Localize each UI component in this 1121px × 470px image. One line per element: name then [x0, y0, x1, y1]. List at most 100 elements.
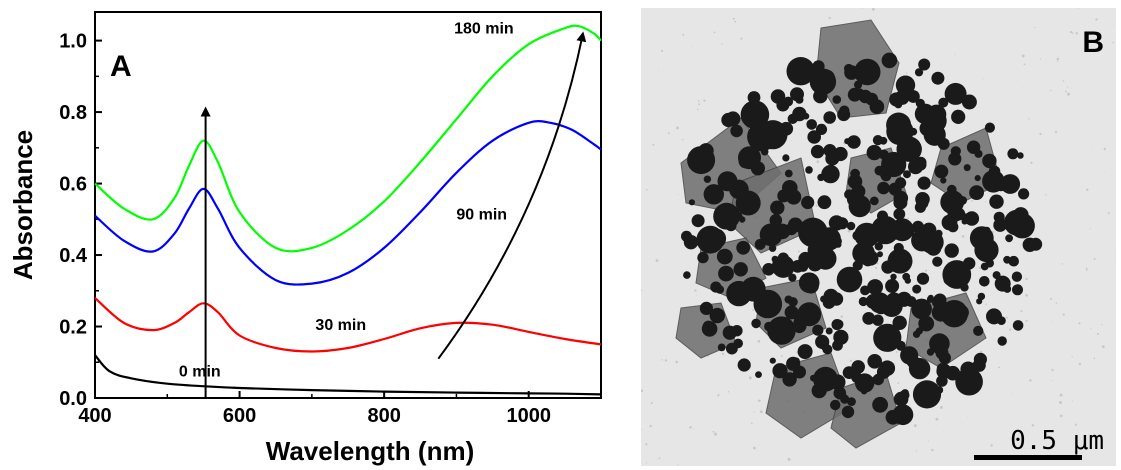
nanosphere [980, 262, 989, 271]
nanosphere [817, 173, 825, 182]
panel-label-a: A [110, 50, 132, 83]
nanosphere [1012, 284, 1023, 296]
nanosphere [936, 375, 948, 387]
background-speckle [967, 416, 969, 418]
series-label-0-min: 0 min [179, 364, 221, 381]
background-speckle [1031, 424, 1035, 427]
background-speckle [696, 294, 697, 296]
background-speckle [727, 391, 730, 393]
nanosphere [833, 319, 844, 330]
background-speckle [971, 200, 973, 202]
background-speckle [650, 402, 653, 405]
background-speckle [1045, 194, 1047, 196]
nanosphere [709, 307, 725, 324]
nanosphere [877, 339, 888, 350]
background-speckle [1009, 328, 1012, 331]
nanosphere [952, 207, 966, 221]
nanosphere [940, 300, 968, 328]
background-speckle [677, 463, 679, 465]
background-speckle [1071, 355, 1073, 358]
nanosphere [702, 320, 715, 333]
nanosphere [1005, 234, 1013, 243]
background-speckle [815, 204, 818, 207]
nanosphere [902, 272, 911, 281]
nanosphere [1000, 174, 1021, 194]
nanosphere [893, 190, 903, 200]
nanosphere [942, 260, 972, 289]
nanosphere [932, 256, 943, 267]
background-speckle [689, 426, 692, 429]
background-speckle [1072, 32, 1074, 34]
background-speckle [1093, 357, 1096, 360]
nanosphere [760, 147, 769, 156]
nanosphere [863, 250, 879, 266]
background-speckle [692, 46, 693, 48]
scale-bar [974, 455, 1082, 460]
nanosphere [847, 174, 863, 189]
background-speckle [790, 9, 791, 11]
background-speckle [1086, 188, 1089, 191]
nanosphere [869, 292, 891, 314]
nanosphere [782, 154, 790, 162]
background-speckle [1029, 379, 1032, 382]
nanosphere [938, 351, 951, 365]
nanosphere [890, 273, 897, 280]
nanosphere [960, 283, 969, 292]
background-speckle [979, 350, 983, 353]
background-speckle [1054, 130, 1058, 134]
nanosphere [848, 195, 871, 218]
nanosphere [890, 218, 914, 242]
nanosphere [984, 250, 993, 260]
background-speckle [667, 132, 670, 135]
background-speckle [931, 448, 934, 452]
background-speckle [677, 193, 679, 195]
background-speckle [1011, 392, 1013, 394]
background-speckle [816, 160, 820, 163]
nanosphere [786, 189, 802, 205]
background-speckle [1103, 147, 1106, 151]
nanosphere [914, 103, 936, 125]
nanosphere [869, 196, 879, 206]
nanosphere [986, 308, 1002, 325]
nanosphere [792, 318, 807, 334]
x-axis-title: Wavelength (nm) [266, 436, 474, 466]
nanosphere [755, 371, 762, 378]
nanosphere [944, 243, 959, 258]
background-speckle [1057, 60, 1059, 62]
background-speckle [1034, 26, 1036, 29]
nanosphere [718, 265, 734, 282]
background-speckle [1056, 57, 1060, 61]
background-speckle [641, 389, 644, 393]
nanosphere [734, 212, 743, 221]
background-speckle [906, 72, 908, 74]
nanosphere [841, 405, 855, 419]
nanosphere [932, 296, 944, 309]
nanosphere [896, 291, 912, 307]
nanosphere [797, 68, 807, 78]
background-speckle [1025, 293, 1028, 297]
nanosphere [688, 199, 695, 206]
background-speckle [1074, 423, 1077, 426]
background-speckle [1093, 257, 1096, 260]
background-speckle [828, 16, 831, 20]
nanosphere [825, 151, 840, 166]
nanosphere [850, 168, 860, 179]
nanosphere [822, 344, 833, 355]
series-line-30-min [94, 297, 602, 353]
background-speckle [658, 69, 659, 71]
nanosphere [771, 255, 779, 263]
background-speckle [780, 355, 783, 358]
background-speckle [1023, 63, 1026, 66]
background-speckle [713, 31, 716, 34]
nanosphere [824, 367, 831, 375]
nanosphere [683, 271, 691, 279]
background-speckle [1039, 58, 1041, 60]
background-speckle [1005, 316, 1008, 319]
nanosphere [733, 262, 748, 277]
background-speckle [915, 450, 918, 452]
nanosphere [886, 112, 912, 138]
background-speckle [1067, 92, 1070, 96]
background-speckle [1025, 319, 1028, 322]
nanosphere [1010, 226, 1017, 233]
nanosphere [877, 251, 883, 258]
